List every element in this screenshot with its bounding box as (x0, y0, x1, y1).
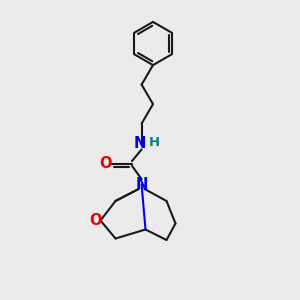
Text: O: O (99, 156, 112, 171)
Text: H: H (148, 136, 160, 149)
Text: N: N (134, 136, 146, 152)
Text: N: N (135, 177, 148, 192)
Text: O: O (89, 213, 101, 228)
